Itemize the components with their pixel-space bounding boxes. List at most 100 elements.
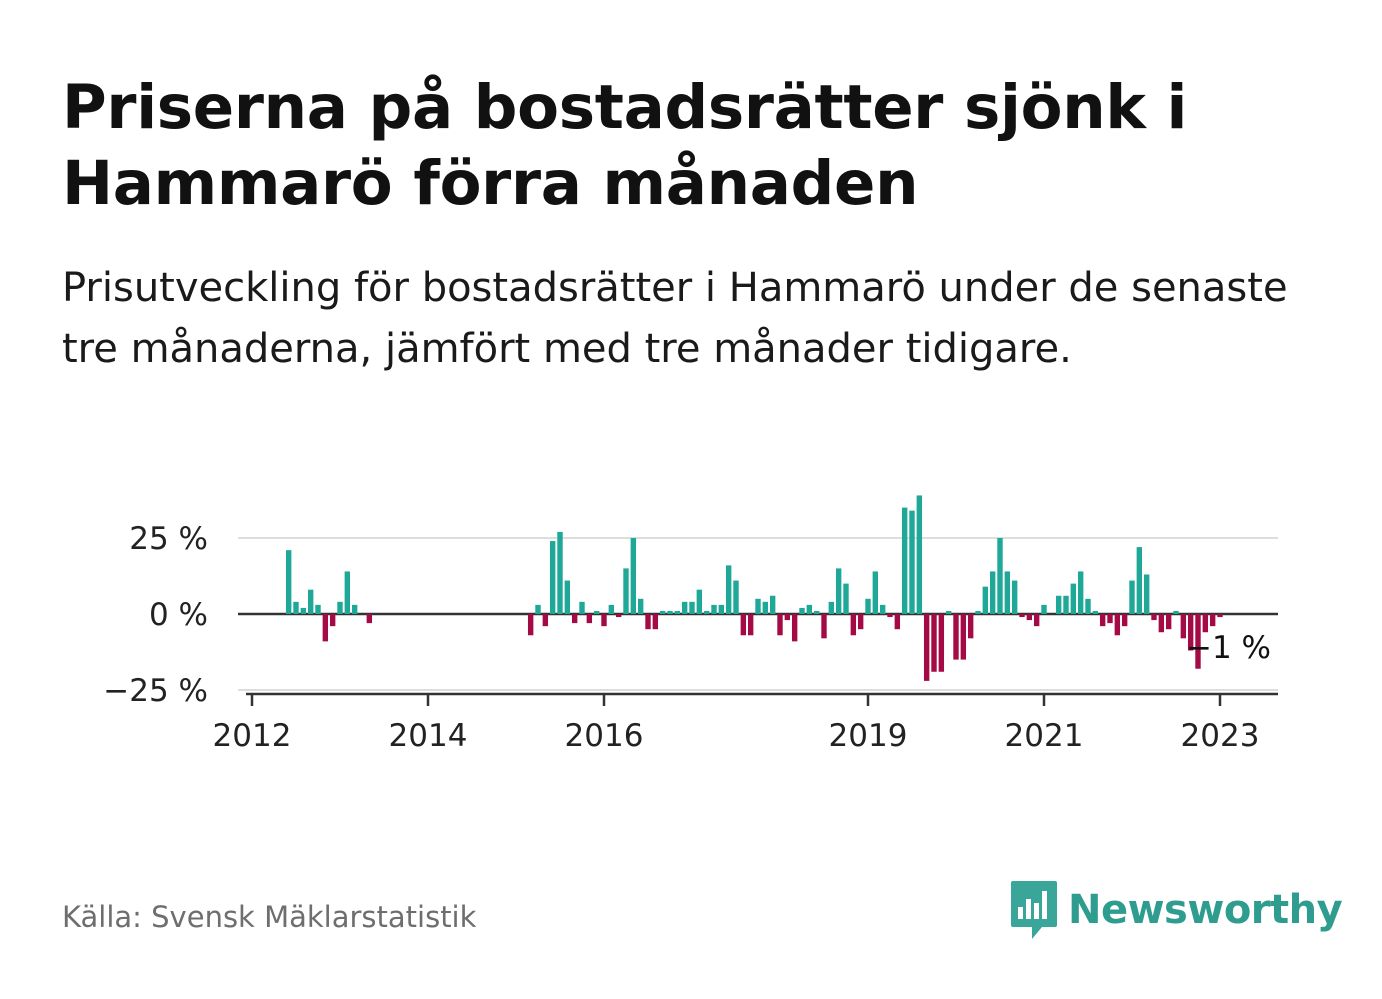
bar: [784, 614, 791, 621]
bar: [593, 610, 600, 614]
bar: [351, 604, 358, 614]
bar: [571, 614, 578, 624]
bar: [923, 614, 930, 681]
bar: [1070, 583, 1077, 614]
bar: [791, 614, 798, 642]
y-tick-label: 25 %: [129, 521, 208, 557]
bar: [674, 610, 681, 614]
bar: [1143, 574, 1150, 614]
bar: [337, 601, 343, 614]
chart-title: Priserna på bostadsrätter sjönk i Hammar…: [62, 72, 1188, 219]
bar: [564, 580, 571, 614]
bar: [1151, 614, 1157, 621]
bar: [982, 586, 989, 614]
bar: [1041, 604, 1047, 614]
bar: [329, 614, 336, 627]
bar: [1114, 614, 1121, 636]
bar: [967, 614, 974, 639]
bar: [909, 510, 915, 614]
bar: [777, 614, 783, 636]
bar: [1136, 547, 1143, 614]
bar: [1026, 614, 1033, 621]
bar: [527, 614, 534, 636]
bar: [1209, 614, 1216, 627]
bar: [630, 538, 637, 614]
bar: [1099, 614, 1106, 627]
bar: [872, 571, 879, 614]
bar: [542, 614, 549, 627]
bar: [1202, 614, 1209, 633]
bar: [623, 568, 629, 614]
bar: [322, 614, 329, 642]
x-tick-label: 2019: [829, 718, 908, 754]
bar: [696, 589, 703, 614]
bar: [615, 614, 622, 618]
bar: [586, 614, 593, 624]
bar: [857, 614, 864, 630]
bar: [1121, 614, 1128, 627]
bar: [960, 614, 967, 660]
bar: [601, 614, 607, 627]
bar: [637, 598, 644, 614]
bar: [799, 607, 805, 614]
bar: [901, 507, 908, 614]
bar: [718, 604, 725, 614]
bar: [916, 495, 923, 614]
bar: [740, 614, 747, 636]
bar: [975, 610, 981, 614]
bar: [733, 580, 739, 614]
bar: [293, 601, 299, 614]
bar: [315, 604, 321, 614]
y-tick-label: −25 %: [103, 673, 208, 709]
bar: [1107, 614, 1113, 624]
bar: [813, 610, 820, 614]
bar: [1180, 614, 1187, 639]
bar: [828, 601, 835, 614]
bar: [681, 601, 688, 614]
bar: [1187, 614, 1194, 651]
brand-name: Newsworthy: [1068, 887, 1343, 933]
y-tick-label: 0 %: [149, 597, 208, 633]
bar: [652, 614, 659, 630]
bar: [879, 604, 886, 614]
bar: [1063, 595, 1069, 614]
bar: [608, 604, 615, 614]
bar: [366, 614, 373, 624]
bar: [1165, 614, 1172, 630]
bar: [887, 614, 893, 618]
bar: [557, 531, 563, 614]
bar: [725, 565, 732, 614]
x-tick-label: 2023: [1181, 718, 1260, 754]
bar: [579, 601, 585, 614]
bar: [645, 614, 651, 630]
bar: [850, 614, 857, 636]
bar: [307, 589, 314, 614]
bar-chart: 25 % 0 % −25 %2012 2014 2016 2019 2021 2023 −1 …: [103, 495, 1278, 754]
bar: [945, 610, 952, 614]
bar: [549, 541, 556, 614]
bar: [931, 614, 937, 672]
last-value-label: −1 %: [1186, 630, 1271, 666]
bar: [997, 538, 1003, 614]
chart-subtitle: Prisutveckling för bostadsrätter i Hamma…: [62, 265, 1288, 372]
bar: [711, 604, 717, 614]
bar: [285, 550, 292, 614]
bars-layer: [285, 495, 1223, 681]
x-tick-label: 2014: [389, 718, 468, 754]
bar: [747, 614, 754, 636]
bar: [843, 583, 849, 614]
bar: [689, 601, 695, 614]
bar: [806, 604, 813, 614]
bar: [1173, 610, 1179, 614]
bar: [1004, 571, 1011, 614]
bar: [865, 598, 871, 614]
bar: [953, 614, 959, 660]
bar: [667, 610, 673, 614]
newsworthy-logo: Newsworthy: [1010, 878, 1343, 942]
bar: [1085, 598, 1091, 614]
bar: [821, 614, 827, 639]
bar: [1019, 614, 1025, 618]
bar: [1158, 614, 1165, 633]
bar: [1011, 580, 1018, 614]
bar: [1033, 614, 1040, 627]
